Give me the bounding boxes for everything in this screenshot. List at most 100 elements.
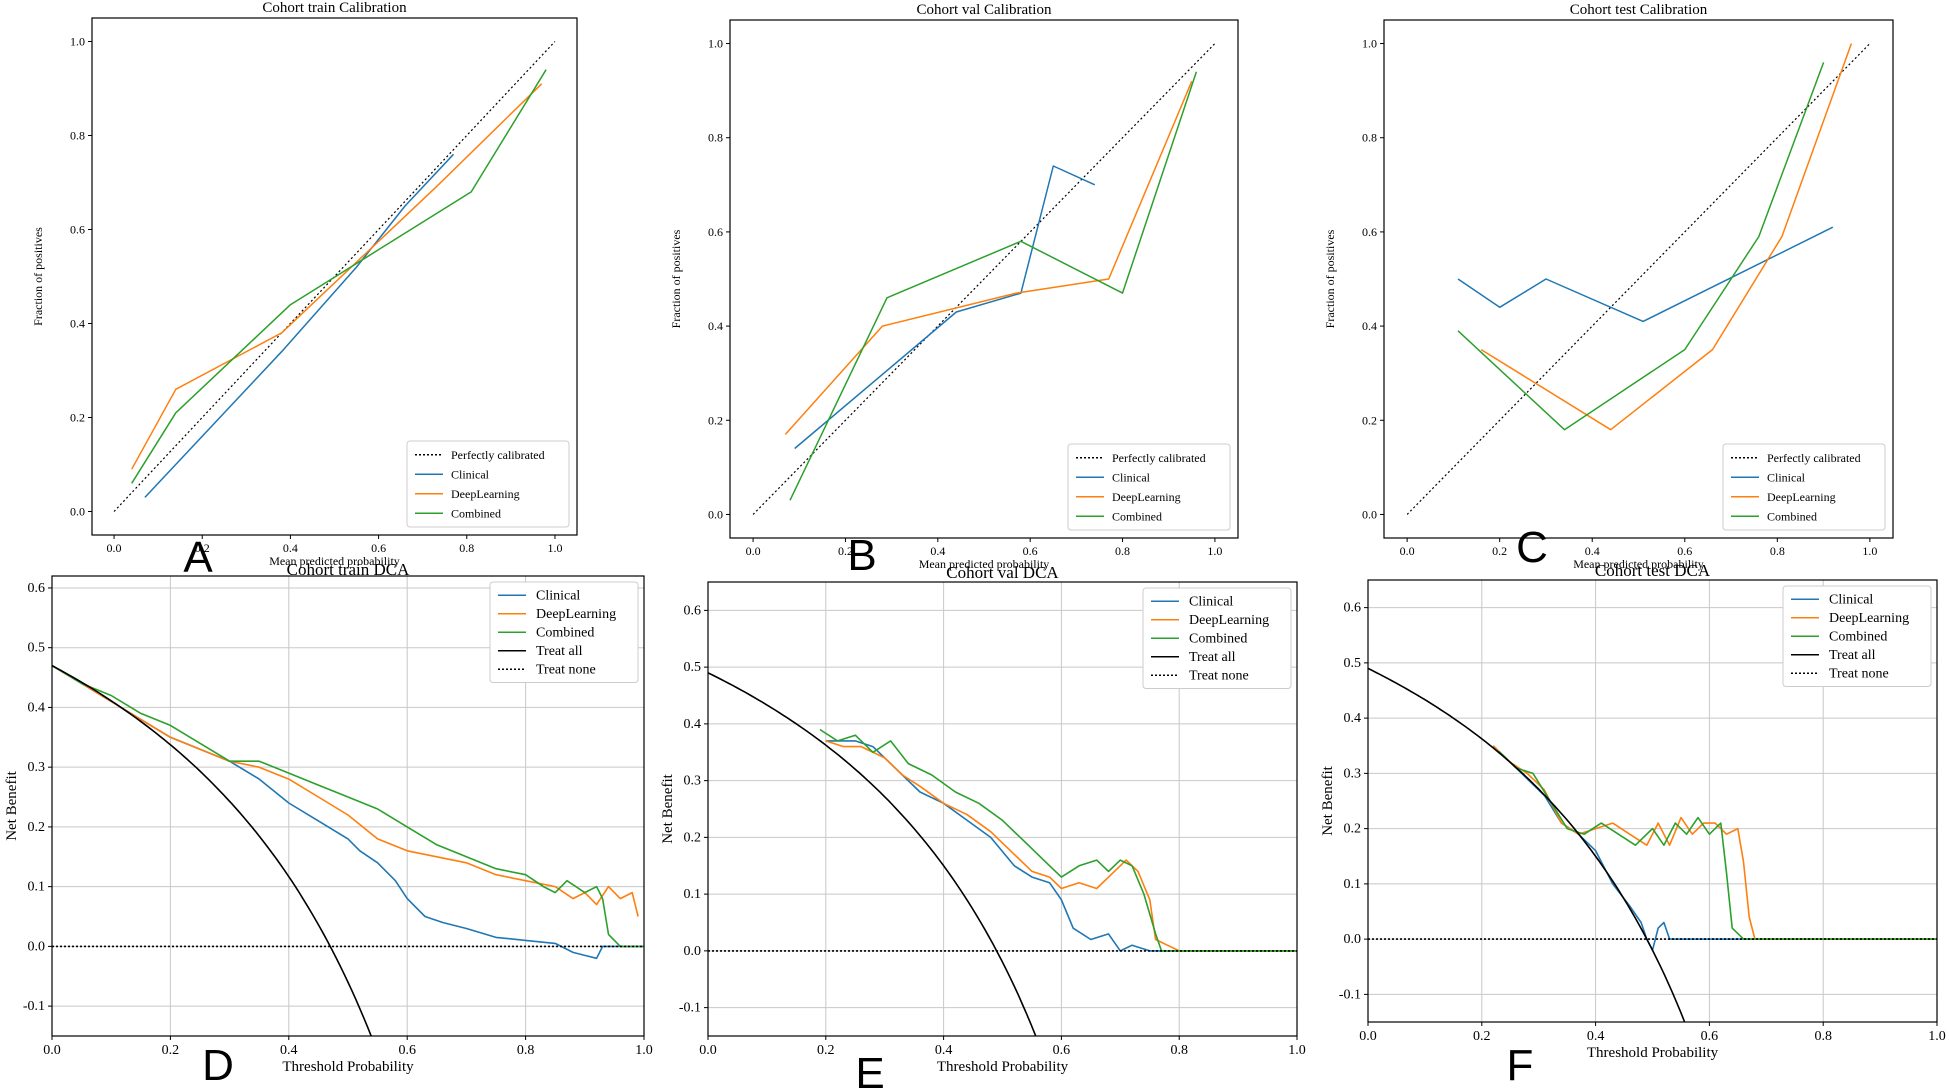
y-tick-label: 0.4 bbox=[684, 717, 702, 732]
x-tick-label: 0.2 bbox=[838, 544, 853, 558]
legend-treat-all-label: Treat all bbox=[1189, 650, 1236, 665]
legend: Clinical DeepLearning Combined Treat all Tre… bbox=[1782, 585, 1932, 687]
y-tick-label: 0.2 bbox=[1344, 822, 1362, 837]
series-deeplearning-line bbox=[1492, 745, 1937, 940]
y-tick-label: -0.1 bbox=[23, 999, 45, 1014]
series-treat-all-line bbox=[708, 672, 1037, 1036]
y-tick-label: 0.6 bbox=[1362, 225, 1377, 239]
x-tick-label: 0.6 bbox=[371, 541, 386, 555]
y-tick-label: 0.4 bbox=[28, 700, 46, 715]
x-tick-label: 1.0 bbox=[1928, 1029, 1946, 1044]
y-tick-label: 0.3 bbox=[1344, 766, 1362, 781]
legend-combined-label: Combined bbox=[451, 506, 501, 520]
y-tick-label: 0.6 bbox=[708, 225, 723, 239]
legend-deeplearning-label: DeepLearning bbox=[1189, 613, 1269, 628]
axes-frame bbox=[51, 575, 645, 1037]
series-clinical-line bbox=[1457, 226, 1834, 323]
chart-title: Cohort test Calibration bbox=[1570, 2, 1708, 18]
legend-clinical-label: Clinical bbox=[1112, 470, 1151, 484]
series-clinical-line bbox=[52, 664, 644, 960]
chart-b: 0.0 0.2 0.4 0.6 0.8 1.0 0.0 0.2 0.4 0.6 0.8 1.0 Coho… bbox=[669, 2, 1239, 580]
plot-area bbox=[784, 71, 1198, 501]
y-tick-label: -0.1 bbox=[1339, 987, 1361, 1002]
x-tick-label: 1.0 bbox=[1862, 544, 1877, 558]
y-tick-label: 0.4 bbox=[1362, 319, 1377, 333]
chart-title: Cohort val DCA bbox=[946, 563, 1059, 582]
y-tick-label: 0.3 bbox=[684, 774, 702, 789]
x-tick-label: 1.0 bbox=[547, 541, 562, 555]
legend-deeplearning-label: DeepLearning bbox=[1112, 490, 1181, 504]
legend-perfectly-calibrated-label: Perfectly calibrated bbox=[1767, 451, 1861, 465]
panel-letter: C bbox=[1516, 523, 1548, 572]
x-tick-label: 0.8 bbox=[459, 541, 474, 555]
y-tick-label: 0.8 bbox=[1362, 131, 1377, 145]
y-tick-label: 0.2 bbox=[684, 830, 702, 845]
chart-d: 0.0 0.2 0.4 0.6 0.8 1.0 -0.1 0.0 0.1 0.2 0.3 0.4 0.5… bbox=[4, 560, 653, 1090]
x-tick-label: 0.2 bbox=[162, 1043, 180, 1058]
panel-letter: E bbox=[855, 1049, 884, 1090]
x-tick-label: 0.2 bbox=[817, 1043, 835, 1058]
y-tick-label: 0.2 bbox=[1362, 413, 1377, 427]
y-tick-label: 0.5 bbox=[684, 660, 702, 675]
x-tick-label: 0.8 bbox=[517, 1043, 535, 1058]
legend-box bbox=[1142, 587, 1292, 689]
legend-treat-all-label: Treat all bbox=[1829, 648, 1876, 663]
legend-clinical-label: Clinical bbox=[1829, 592, 1873, 607]
series-treat-all-line bbox=[52, 664, 373, 1036]
legend-deeplearning-label: DeepLearning bbox=[1767, 490, 1836, 504]
axes-frame bbox=[91, 17, 578, 536]
series-deeplearning-line bbox=[131, 83, 543, 470]
chart-title: Cohort train Calibration bbox=[262, 0, 407, 16]
series-combined-line bbox=[1498, 750, 1937, 940]
chart-title: Cohort val Calibration bbox=[917, 2, 1052, 18]
legend-deeplearning-label: DeepLearning bbox=[536, 607, 616, 622]
series-combined-line bbox=[789, 71, 1198, 501]
x-tick-label: 0.6 bbox=[1023, 544, 1038, 558]
y-tick-label: 0.0 bbox=[28, 939, 46, 954]
x-tick-label: 0.2 bbox=[1492, 544, 1507, 558]
x-tick-label: 1.0 bbox=[1288, 1043, 1306, 1058]
legend-treat-all-label: Treat all bbox=[536, 644, 583, 659]
series-treat-all-line bbox=[1368, 667, 1686, 1022]
series-clinical-line bbox=[794, 165, 1096, 450]
legend: Clinical DeepLearning Combined Treat all Tre… bbox=[1142, 587, 1292, 689]
series-deeplearning-line bbox=[52, 664, 639, 917]
chart-a: 0.0 0.2 0.4 0.6 0.8 1.0 0.0 0.2 0.4 0.6 0.8 1.0 Coho… bbox=[31, 0, 578, 582]
legend-box bbox=[489, 581, 639, 683]
legend: Perfectly calibrated Clinical DeepLearning… bbox=[406, 440, 570, 528]
legend-box bbox=[1782, 585, 1932, 687]
y-axis-label: Fraction of positives bbox=[669, 229, 683, 328]
series-combined-line bbox=[52, 664, 644, 948]
y-tick-label: 0.4 bbox=[708, 319, 723, 333]
legend: Perfectly calibrated Clinical DeepLearning… bbox=[1722, 443, 1886, 531]
x-tick-label: 0.8 bbox=[1814, 1029, 1832, 1044]
y-tick-label: 0.5 bbox=[28, 641, 46, 656]
x-tick-label: 0.0 bbox=[746, 544, 761, 558]
x-tick-label: 0.4 bbox=[1585, 544, 1600, 558]
y-tick-label: 0.0 bbox=[684, 944, 702, 959]
y-tick-label: 0.1 bbox=[28, 880, 46, 895]
plot-area bbox=[1368, 667, 1937, 1022]
axes-frame bbox=[729, 19, 1239, 539]
legend-perfectly-calibrated-label: Perfectly calibrated bbox=[451, 448, 545, 462]
x-tick-label: 0.8 bbox=[1170, 1043, 1188, 1058]
series-deeplearning-line bbox=[784, 80, 1193, 435]
x-tick-label: 0.4 bbox=[930, 544, 945, 558]
legend-clinical-label: Clinical bbox=[536, 588, 580, 603]
y-tick-label: 0.8 bbox=[708, 131, 723, 145]
plot-area bbox=[708, 672, 1297, 1036]
series-deeplearning-line bbox=[1480, 43, 1853, 431]
x-axis-label: Threshold Probability bbox=[282, 1059, 414, 1075]
x-tick-label: 1.0 bbox=[1207, 544, 1222, 558]
y-tick-label: -0.1 bbox=[679, 1001, 701, 1016]
x-tick-label: 0.4 bbox=[1587, 1029, 1605, 1044]
y-tick-label: 1.0 bbox=[70, 35, 85, 49]
legend: Clinical DeepLearning Combined Treat all Tre… bbox=[489, 581, 639, 683]
y-tick-label: 0.1 bbox=[684, 887, 702, 902]
y-axis-label: Net Benefit bbox=[4, 770, 20, 840]
legend-box bbox=[406, 440, 570, 528]
y-tick-label: 0.0 bbox=[708, 507, 723, 521]
x-tick-label: 0.2 bbox=[1473, 1029, 1491, 1044]
y-tick-label: 0.6 bbox=[28, 581, 46, 596]
y-axis-label: Net Benefit bbox=[1320, 765, 1336, 835]
